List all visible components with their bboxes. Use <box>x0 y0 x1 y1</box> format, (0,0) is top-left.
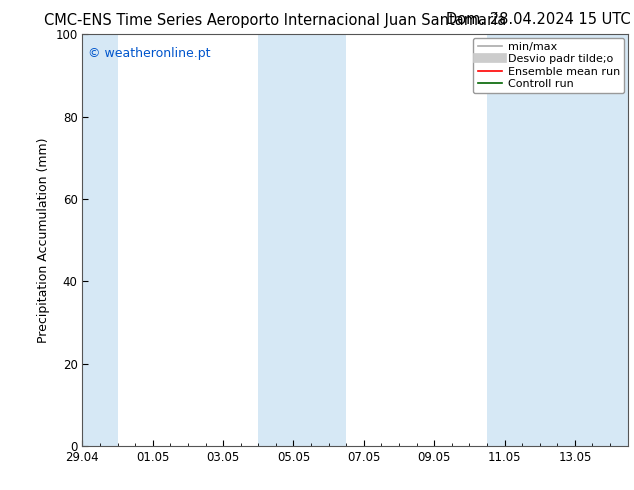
Bar <box>258 34 346 446</box>
Bar <box>487 34 628 446</box>
Bar <box>75 34 117 446</box>
Text: Dom. 28.04.2024 15 UTC: Dom. 28.04.2024 15 UTC <box>446 12 631 27</box>
Legend: min/max, Desvio padr tilde;o, Ensemble mean run, Controll run: min/max, Desvio padr tilde;o, Ensemble m… <box>473 38 624 93</box>
Y-axis label: Precipitation Accumulation (mm): Precipitation Accumulation (mm) <box>37 137 49 343</box>
Text: © weatheronline.pt: © weatheronline.pt <box>88 47 210 60</box>
Text: CMC-ENS Time Series Aeroporto Internacional Juan Santamaría: CMC-ENS Time Series Aeroporto Internacio… <box>44 12 507 28</box>
